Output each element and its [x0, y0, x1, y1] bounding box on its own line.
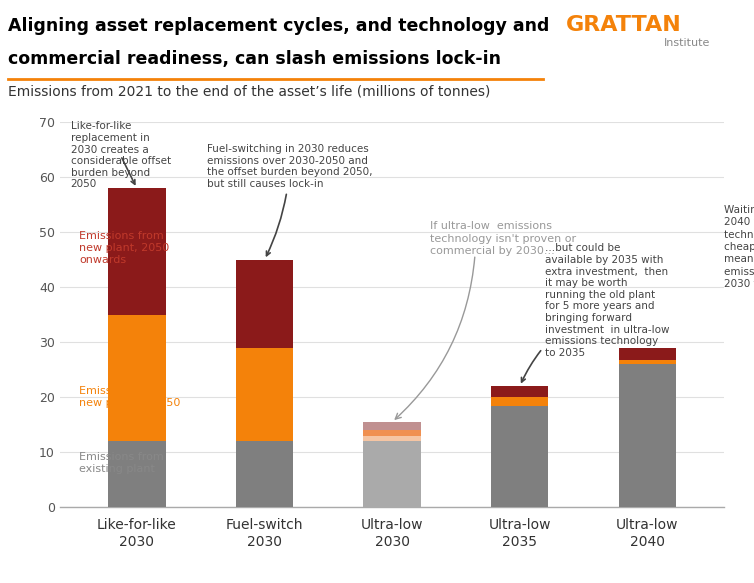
Text: Emissions from
new plant to 2050: Emissions from new plant to 2050: [79, 386, 181, 408]
Text: Emissions from
new plant, 2050
onwards: Emissions from new plant, 2050 onwards: [79, 230, 170, 265]
Text: Fuel-switching in 2030 reduces
emissions over 2030-2050 and
the offset burden be: Fuel-switching in 2030 reduces emissions…: [207, 144, 372, 256]
Text: GRATTAN: GRATTAN: [566, 15, 682, 34]
Text: Emissions from 2021 to the end of the asset’s life (millions of tonnes): Emissions from 2021 to the end of the as…: [8, 85, 490, 99]
Bar: [236, 441, 293, 507]
Bar: [491, 387, 548, 397]
Bar: [236, 260, 293, 348]
Bar: [491, 402, 548, 406]
Bar: [618, 364, 676, 507]
Text: ...but could be
available by 2035 with
extra investment,  then
it may be worth
r: ...but could be available by 2035 with e…: [522, 243, 670, 382]
Bar: [108, 188, 166, 315]
Text: Institute: Institute: [664, 38, 710, 48]
Bar: [618, 360, 676, 364]
Bar: [618, 348, 676, 360]
Text: If ultra-low  emissions
technology isn't proven or
commercial by 2030...: If ultra-low emissions technology isn't …: [431, 222, 577, 256]
Text: Waiting until
2040 when the
technology is
cheaper would
mean more
emissions from: Waiting until 2040 when the technology i…: [724, 205, 754, 289]
Text: commercial readiness, can slash emissions lock-in: commercial readiness, can slash emission…: [8, 50, 501, 68]
Bar: [363, 422, 421, 430]
Bar: [108, 315, 166, 441]
Bar: [491, 406, 548, 507]
Bar: [363, 441, 421, 507]
Text: Emissions from
existing plant: Emissions from existing plant: [79, 452, 164, 474]
Bar: [236, 348, 293, 441]
Bar: [491, 397, 548, 402]
Text: Like-for-like
replacement in
2030 creates a
considerable offset
burden beyond
20: Like-for-like replacement in 2030 create…: [71, 121, 170, 189]
Text: Aligning asset replacement cycles, and technology and: Aligning asset replacement cycles, and t…: [8, 17, 549, 36]
Bar: [363, 436, 421, 441]
Bar: [108, 441, 166, 507]
Bar: [363, 430, 421, 436]
